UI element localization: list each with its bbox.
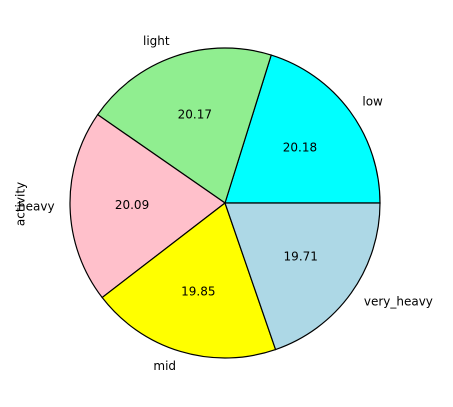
slice-value-label: 20.09 xyxy=(115,198,149,212)
pie-slice-light xyxy=(96,47,272,204)
slice-category-label: heavy xyxy=(18,200,55,214)
slice-category-label: very_heavy xyxy=(364,294,433,308)
pie-slice-heavy xyxy=(69,113,227,299)
pie-slice-low xyxy=(224,54,381,204)
pie-labels: 20.18 low 20.17 light 20.09 heavy 19.85 mid 19.7… xyxy=(18,34,433,373)
y-axis-label: activity xyxy=(14,182,28,226)
pie-slices xyxy=(69,47,381,359)
slice-category-label: mid xyxy=(153,359,176,373)
slice-category-label: light xyxy=(143,34,170,48)
slice-value-label: 20.18 xyxy=(283,140,317,154)
pie-slice-mid xyxy=(101,202,277,359)
slice-value-label: 20.17 xyxy=(178,108,212,122)
pie-slice-very-heavy xyxy=(224,202,381,351)
slice-category-label: low xyxy=(362,95,383,109)
slice-value-label: 19.85 xyxy=(181,285,215,299)
slice-value-label: 19.71 xyxy=(284,249,318,263)
